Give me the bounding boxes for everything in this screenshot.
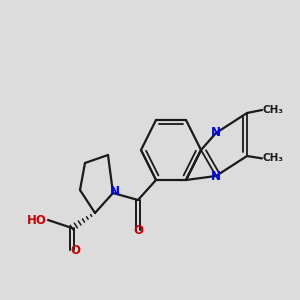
Text: N: N — [110, 185, 119, 198]
Text: CH₃: CH₃ — [263, 105, 284, 115]
Text: O: O — [133, 224, 143, 236]
Text: N: N — [211, 127, 221, 140]
Text: CH₃: CH₃ — [263, 153, 284, 164]
Text: N: N — [211, 169, 221, 182]
Text: HO: HO — [27, 214, 46, 226]
Text: O: O — [70, 244, 80, 256]
